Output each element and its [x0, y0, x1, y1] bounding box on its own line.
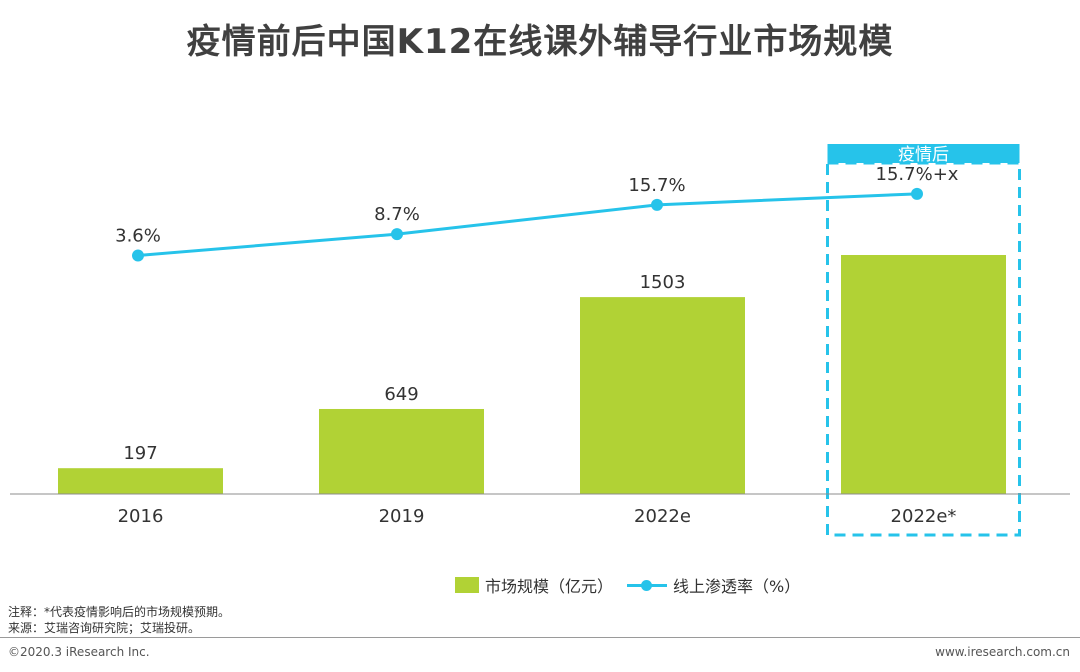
x-tick-label: 2022e*: [891, 506, 957, 527]
legend-line-icon: [627, 577, 668, 593]
line-point: [911, 187, 923, 200]
bar-value-label: 197: [123, 443, 157, 464]
highlight-dashed-box: [826, 161, 1021, 537]
footer-copyright: ©2020.3 iResearch Inc.: [8, 645, 150, 659]
x-tick-label: 2019: [379, 506, 425, 527]
note-source: 来源：艾瑞咨询研究院；艾瑞投研。: [8, 621, 201, 635]
note-annotation: 注释：*代表疫情影响后的市场规模预期。: [8, 605, 231, 619]
legend-bar-label: 市场规模（亿元）: [485, 577, 614, 596]
footer-website: www.iresearch.com.cn: [935, 645, 1070, 659]
x-tick-label: 2016: [118, 506, 164, 527]
line-value-label: 8.7%: [374, 204, 420, 225]
line-point: [391, 228, 403, 241]
legend-line-label: 线上渗透率（%）: [673, 577, 801, 596]
legend: 市场规模（亿元） 线上渗透率（%）: [455, 574, 800, 596]
bar-value-label: 1503: [640, 272, 686, 293]
line-value-label: 3.6%: [115, 225, 161, 246]
notes: 注释：*代表疫情影响后的市场规模预期。 来源：艾瑞咨询研究院；艾瑞投研。: [8, 604, 230, 636]
bar-2016: [58, 468, 223, 494]
line-value-label: 15.7%: [628, 175, 685, 196]
line-value-label: 15.7%+x: [876, 164, 959, 185]
bar-2022e: [580, 297, 745, 494]
highlight-banner: [827, 144, 1020, 163]
bar-2022e*: [841, 255, 1006, 494]
chart-title: 疫情前后中国K12在线课外辅导行业市场规模: [186, 22, 894, 62]
bar-2019: [319, 408, 484, 494]
penetration-line: [137, 192, 918, 257]
x-tick-label: 2022e: [634, 506, 691, 527]
highlight-label: 疫情后: [898, 145, 949, 165]
line-point: [132, 249, 144, 262]
footer-divider: [0, 637, 1080, 638]
bar-value-label: 649: [384, 384, 418, 405]
line-point: [651, 198, 663, 211]
legend-bar-swatch: [455, 577, 479, 593]
